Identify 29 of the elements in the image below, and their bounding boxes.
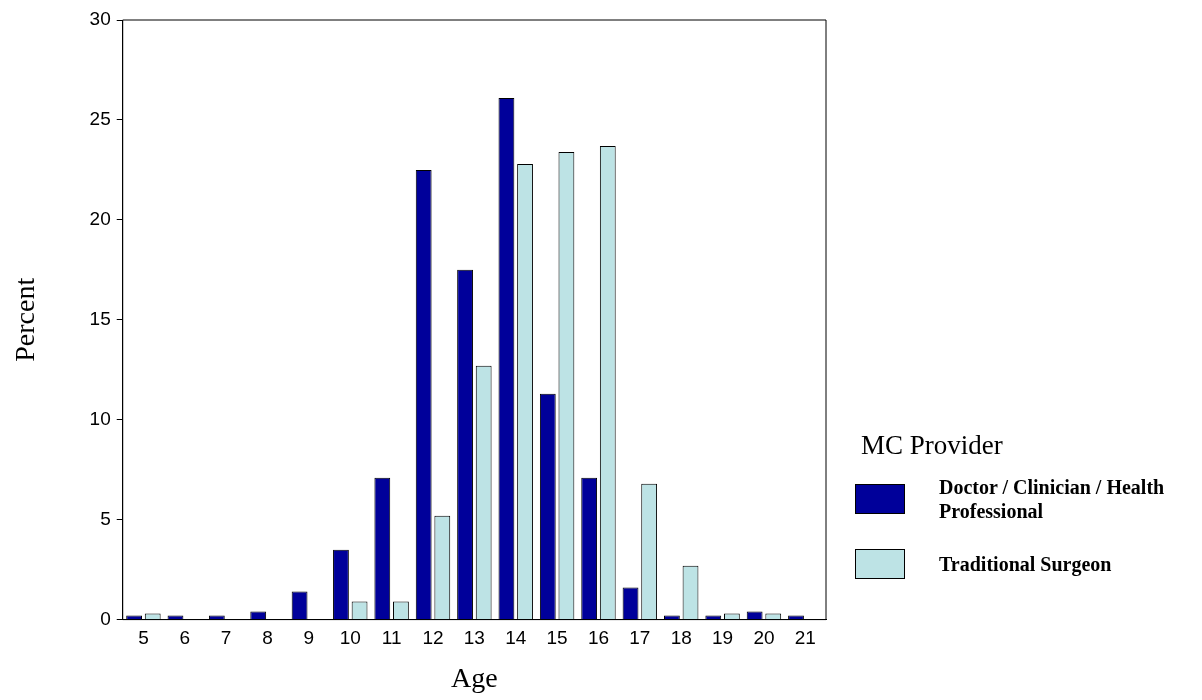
x-tick-label: 6 <box>179 627 191 649</box>
x-tick-label: 18 <box>670 627 692 649</box>
x-tick-label: 17 <box>629 627 651 649</box>
y-tick-label: 20 <box>89 208 111 230</box>
x-tick-label: 20 <box>753 627 775 649</box>
x-tick-label: 8 <box>262 627 273 649</box>
x-tick-label: 7 <box>220 627 232 649</box>
x-tick-label: 12 <box>422 627 444 649</box>
y-axis-title: Percent <box>9 277 41 362</box>
y-tick-label: 30 <box>89 8 111 30</box>
y-tick-label: 25 <box>89 108 111 130</box>
y-tick-label: 0 <box>100 607 111 629</box>
x-tick-label: 21 <box>794 627 816 649</box>
y-tick-label: 10 <box>89 407 111 429</box>
y-tick-label: 15 <box>89 308 111 330</box>
x-tick-label: 10 <box>339 627 361 649</box>
x-tick-label: 9 <box>303 627 315 649</box>
x-tick-label: 19 <box>712 627 734 649</box>
x-tick-label: 5 <box>138 627 149 649</box>
legend-label: Doctor / Clinician / Health Professional <box>939 475 1166 523</box>
x-tick-label: 15 <box>546 627 568 649</box>
x-axis-title: Age <box>451 661 498 693</box>
x-tick-label: 11 <box>381 627 402 649</box>
x-tick-label: 16 <box>587 627 610 649</box>
legend-label: Traditional Surgeon <box>939 552 1112 576</box>
legend-title: MC Provider <box>861 430 1004 461</box>
x-tick-label: 14 <box>505 627 527 649</box>
y-tick-label: 5 <box>100 507 111 529</box>
x-tick-label: 13 <box>463 627 485 649</box>
